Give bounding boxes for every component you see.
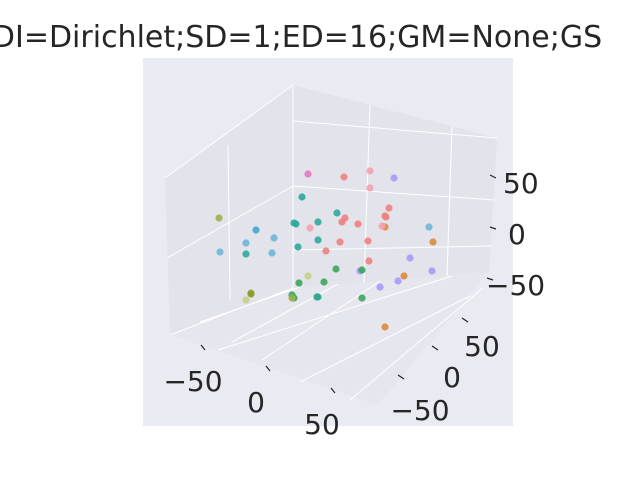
scatter-point [366, 167, 374, 175]
scatter-point [382, 213, 390, 221]
scatter-point [333, 209, 341, 217]
scatter-point [306, 224, 314, 232]
scatter-point [429, 238, 437, 246]
scatter-point [247, 290, 255, 298]
y-tick-label: 0 [443, 361, 461, 394]
scatter-point [385, 204, 393, 212]
scatter-point [314, 236, 322, 244]
grid-line [231, 283, 339, 343]
floor-pane [170, 272, 489, 405]
scatter-point [336, 238, 344, 246]
scatter-point [320, 278, 328, 286]
tick-marks [200, 174, 497, 394]
scatter-point [332, 265, 340, 273]
scatter-point [295, 279, 303, 287]
x-tick-label: 0 [247, 386, 265, 419]
scatter-point [376, 283, 384, 291]
tick-mark [200, 344, 206, 351]
scatter-point [322, 247, 330, 255]
scatter-point [314, 293, 322, 301]
tick-mark [330, 387, 336, 394]
scatter-point [288, 294, 296, 302]
scatter-point [268, 249, 276, 257]
y-tick-label: 50 [464, 330, 500, 363]
y-tick-label: −50 [390, 394, 449, 427]
scatter-point [216, 248, 224, 256]
scatter-point [406, 254, 414, 262]
grid-line [363, 104, 371, 284]
grid-line [349, 287, 484, 401]
scatter-point [242, 239, 250, 247]
tick-mark [397, 374, 405, 380]
back-pane [293, 85, 497, 288]
scatter-point [365, 257, 373, 265]
scatter-point [292, 220, 300, 228]
z-tick-label: −50 [486, 269, 545, 302]
scatter-point [252, 226, 260, 234]
scatter-point [298, 193, 306, 201]
scatter-point [341, 214, 349, 222]
grid-line [261, 280, 381, 361]
z-tick-label: 0 [508, 218, 526, 251]
tick-mark [461, 317, 469, 323]
scatter-point [304, 170, 312, 178]
scatter-point [314, 218, 322, 226]
grid-line [292, 120, 498, 139]
scatter-point [270, 234, 278, 242]
scatter-point [354, 220, 362, 228]
grid-line [227, 144, 231, 301]
x-tick-label: −50 [163, 365, 222, 398]
tick-mark [431, 345, 439, 351]
scatter-point [378, 222, 386, 230]
scatter-point [358, 266, 366, 274]
scatter-point [294, 243, 302, 251]
scatter-point [394, 277, 402, 285]
scatter-point [364, 237, 372, 245]
scatter-point [400, 272, 408, 280]
grid-line [217, 275, 453, 351]
scatter-point [242, 296, 250, 304]
z-tick-label: 50 [503, 167, 539, 200]
chart-title: DI=Dirichlet;SD=1;ED=16;GM=None;GS [0, 20, 602, 55]
tick-mark [489, 174, 497, 179]
grid [164, 84, 498, 401]
scatter-point [304, 272, 312, 280]
grid-line [166, 185, 294, 259]
scatter-point [390, 174, 398, 182]
grid-line [299, 295, 471, 383]
x-tick-label: 50 [304, 408, 340, 441]
scatter-point [425, 223, 433, 231]
scatter-points [215, 167, 437, 331]
grid-line [446, 125, 453, 277]
scatter-point [358, 294, 366, 302]
scatter-point [381, 323, 389, 331]
scatter-point [215, 214, 223, 222]
scatter-point [242, 250, 250, 258]
tick-mark [486, 277, 494, 281]
grid-line [164, 84, 294, 179]
grid-line [292, 185, 496, 201]
scatter-point [340, 173, 348, 181]
tick-mark [489, 226, 497, 230]
scatter-point [366, 184, 374, 192]
tick-mark [265, 365, 271, 372]
grid-line [199, 286, 301, 323]
scatter-point [428, 267, 436, 275]
